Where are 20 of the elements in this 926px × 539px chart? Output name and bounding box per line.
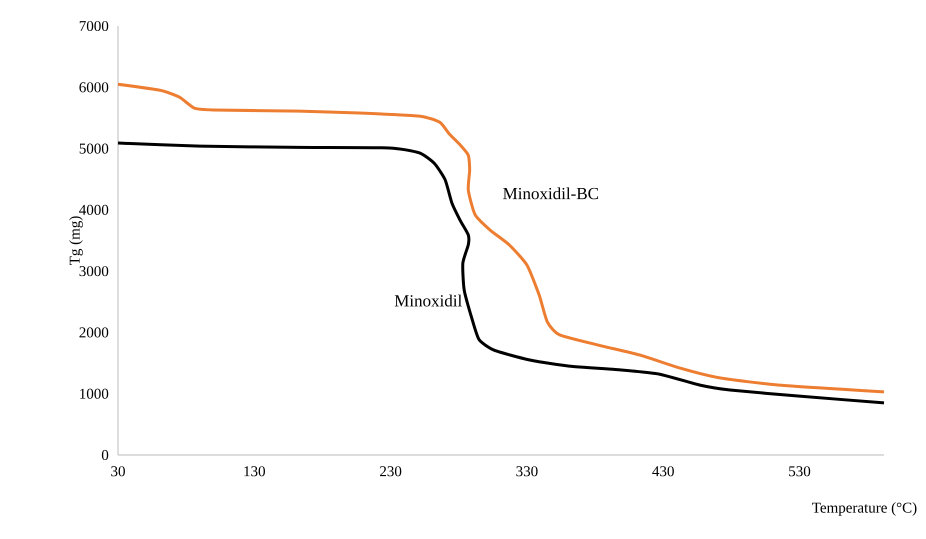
x-tick-label: 30 [111,466,125,476]
y-tick-label: 7000 [80,20,108,32]
series-label: Minoxidil [394,294,462,307]
y-tick-label: 4000 [79,204,108,215]
x-axis-title: Temperature (°C) [812,502,916,516]
y-tick-label: 1000 [80,388,108,399]
line-series [116,82,886,394]
y-axis-title: Tg (mg) [69,216,83,266]
x-tick-label: 130 [244,466,265,476]
x-tick-label: 530 [789,466,810,476]
x-tick-label: 430 [652,466,674,476]
y-tick-label: 0 [102,450,108,460]
x-tick-label: 330 [516,466,538,476]
series-label: Minoxidil-BC [503,187,598,200]
y-tick-label: 5000 [80,144,108,154]
y-tick-label: 3000 [80,266,108,276]
y-tick-label: 2000 [79,327,108,338]
line-series [116,142,886,404]
x-tick-label: 230 [380,466,402,476]
y-tick-label: 6000 [79,82,108,92]
